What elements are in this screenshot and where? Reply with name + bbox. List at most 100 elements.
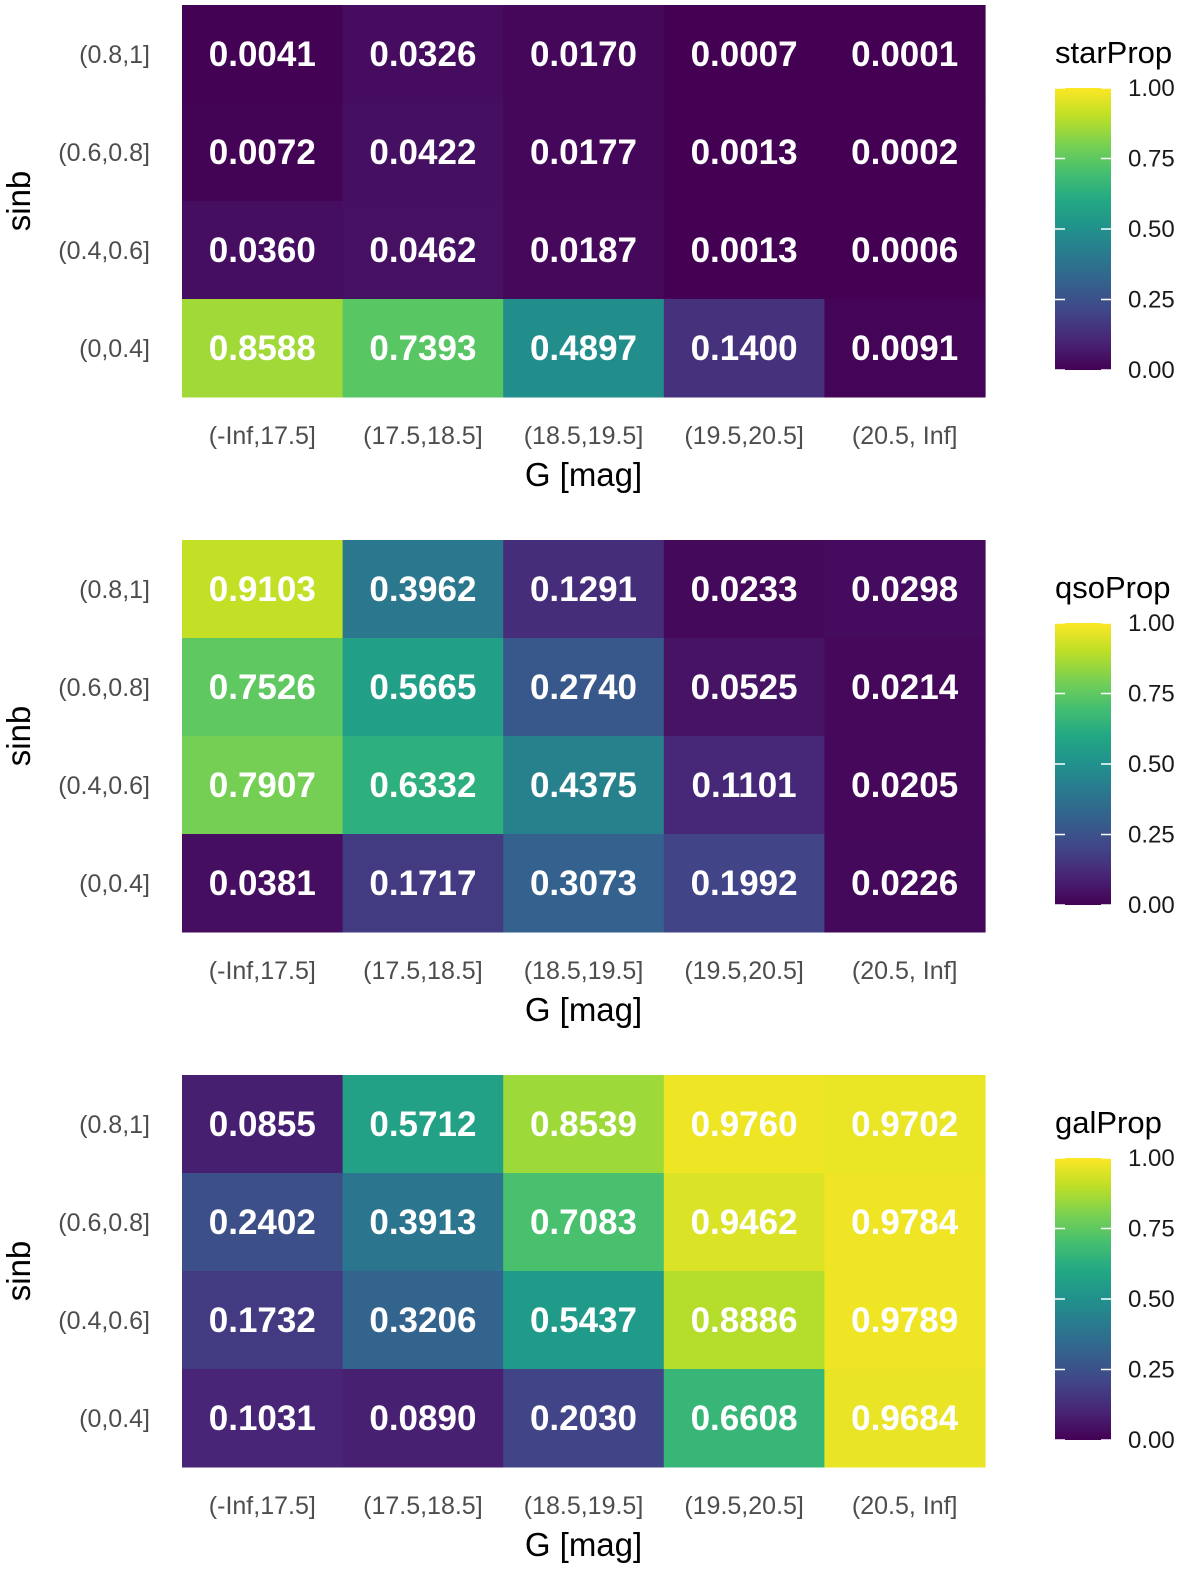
heatmap-cell bbox=[824, 638, 986, 737]
heatmap-cell bbox=[342, 834, 504, 933]
legend-tick-label: 0.25 bbox=[1128, 1357, 1175, 1384]
cell-value-label: 0.1291 bbox=[530, 570, 637, 609]
heatmap-cell bbox=[503, 5, 665, 104]
cell-value-label: 0.0855 bbox=[209, 1105, 316, 1144]
heatmap-cell bbox=[663, 299, 825, 398]
heatmap-cell bbox=[824, 834, 986, 933]
heatmap-panel-galProp: 0.0855 0.5712 0.8539 0.9760 0.9702 0.2402 0.39… bbox=[0, 1075, 1175, 1563]
x-tick-label: (20.5, Inf] bbox=[852, 957, 958, 985]
cell-value-label: 0.0422 bbox=[369, 133, 476, 172]
cell-value-label: 0.7907 bbox=[209, 766, 316, 805]
cell-value-label: 0.0381 bbox=[209, 864, 316, 903]
heatmap-cell bbox=[503, 201, 665, 300]
heatmap-cell bbox=[503, 1173, 665, 1272]
x-tick-label: (20.5, Inf] bbox=[852, 1492, 958, 1520]
heatmap-cell bbox=[503, 638, 665, 737]
heatmap-cell bbox=[342, 736, 504, 835]
legend-tick-label: 1.00 bbox=[1128, 75, 1175, 102]
cell-value-label: 0.6332 bbox=[369, 766, 476, 805]
heatmap-panel-starProp: 0.0041 0.0326 0.0170 0.0007 0.0001 0.0072 0.04… bbox=[0, 5, 1175, 493]
cell-value-label: 0.2030 bbox=[530, 1399, 637, 1438]
heatmap-cell bbox=[663, 834, 825, 933]
x-tick-label: (-Inf,17.5] bbox=[209, 957, 316, 985]
cell-value-label: 0.9760 bbox=[691, 1105, 798, 1144]
heatmap-cell bbox=[182, 1369, 344, 1468]
heatmap-cell bbox=[824, 736, 986, 835]
x-tick-label: (18.5,19.5] bbox=[524, 422, 644, 450]
legend-title: galProp bbox=[1055, 1105, 1162, 1140]
cell-value-label: 0.7393 bbox=[369, 329, 476, 368]
heatmap-cell bbox=[503, 299, 665, 398]
cell-value-label: 0.4375 bbox=[530, 766, 637, 805]
y-tick-label: (0.4,0.6] bbox=[58, 237, 150, 265]
cell-value-label: 0.0233 bbox=[691, 570, 798, 609]
x-tick-label: (-Inf,17.5] bbox=[209, 1492, 316, 1520]
legend-tick-label: 0.75 bbox=[1128, 146, 1175, 173]
heatmap-cell bbox=[663, 1369, 825, 1468]
legend-title: starProp bbox=[1055, 35, 1172, 70]
cell-value-label: 0.0525 bbox=[691, 668, 798, 707]
cell-value-label: 0.1031 bbox=[209, 1399, 316, 1438]
cell-value-label: 0.0187 bbox=[530, 231, 637, 270]
heatmap-cell bbox=[824, 1369, 986, 1468]
y-tick-label: (0,0.4] bbox=[79, 1405, 150, 1433]
heatmap-cell bbox=[342, 1271, 504, 1370]
heatmap-panel-qsoProp: 0.9103 0.3962 0.1291 0.0233 0.0298 0.7526 0.56… bbox=[0, 540, 1175, 1028]
x-tick-label: (17.5,18.5] bbox=[363, 1492, 483, 1520]
heatmap-cell bbox=[663, 103, 825, 202]
cell-value-label: 0.0041 bbox=[209, 35, 316, 74]
cell-value-label: 0.1732 bbox=[209, 1301, 316, 1340]
cell-value-label: 0.0205 bbox=[851, 766, 958, 805]
heatmap-cell bbox=[663, 540, 825, 639]
heatmap-cell bbox=[342, 299, 504, 398]
heatmap-cell bbox=[182, 540, 344, 639]
heatmap-cell bbox=[503, 1075, 665, 1174]
y-tick-label: (0,0.4] bbox=[79, 335, 150, 363]
cell-value-label: 0.0298 bbox=[851, 570, 958, 609]
cell-value-label: 0.9702 bbox=[851, 1105, 958, 1144]
legend-tick-label: 0.25 bbox=[1128, 822, 1175, 849]
legend-tick-label: 0.75 bbox=[1128, 1216, 1175, 1243]
y-axis-title: sinb bbox=[0, 171, 37, 232]
y-tick-label: (0,0.4] bbox=[79, 870, 150, 898]
x-tick-label: (17.5,18.5] bbox=[363, 422, 483, 450]
heatmap-cell bbox=[503, 1271, 665, 1370]
heatmap-cell bbox=[503, 1369, 665, 1468]
cell-value-label: 0.9789 bbox=[851, 1301, 958, 1340]
legend-tick-label: 1.00 bbox=[1128, 610, 1175, 637]
cell-value-label: 0.1992 bbox=[691, 864, 798, 903]
heatmap-cell bbox=[182, 1173, 344, 1272]
x-tick-label: (18.5,19.5] bbox=[524, 1492, 644, 1520]
heatmap-cell bbox=[824, 299, 986, 398]
y-tick-label: (0.8,1] bbox=[79, 1111, 150, 1139]
legend-tick-label: 0.25 bbox=[1128, 287, 1175, 314]
x-axis-title: G [mag] bbox=[525, 456, 642, 493]
color-legend: qsoProp 1.00 0.75 0.50 0.25 0.00 bbox=[1055, 570, 1175, 919]
cell-value-label: 0.0007 bbox=[691, 35, 798, 74]
legend-tick-label: 0.50 bbox=[1128, 751, 1175, 778]
x-tick-label: (-Inf,17.5] bbox=[209, 422, 316, 450]
cell-value-label: 0.0072 bbox=[209, 133, 316, 172]
cell-value-label: 0.2740 bbox=[530, 668, 637, 707]
x-axis-title: G [mag] bbox=[525, 991, 642, 1028]
heatmap-cell bbox=[342, 201, 504, 300]
cell-value-label: 0.3206 bbox=[369, 1301, 476, 1340]
cell-value-label: 0.3073 bbox=[530, 864, 637, 903]
cell-value-label: 0.0890 bbox=[369, 1399, 476, 1438]
heatmap-cell bbox=[663, 201, 825, 300]
heatmap-cell bbox=[342, 5, 504, 104]
heatmap-cell bbox=[342, 540, 504, 639]
heatmap-cell bbox=[182, 834, 344, 933]
y-tick-label: (0.8,1] bbox=[79, 41, 150, 69]
heatmap-cell bbox=[503, 736, 665, 835]
heatmap-cell bbox=[342, 1075, 504, 1174]
heatmap-cell bbox=[824, 1173, 986, 1272]
heatmap-cell bbox=[663, 1075, 825, 1174]
heatmap-cell bbox=[182, 1075, 344, 1174]
y-tick-label: (0.4,0.6] bbox=[58, 1307, 150, 1335]
heatmap-cell bbox=[824, 540, 986, 639]
legend-tick-label: 0.00 bbox=[1128, 1427, 1175, 1454]
x-tick-label: (19.5,20.5] bbox=[684, 957, 804, 985]
color-legend: starProp 1.00 0.75 0.50 0.25 0.00 bbox=[1055, 35, 1175, 384]
heatmap-cell bbox=[503, 834, 665, 933]
